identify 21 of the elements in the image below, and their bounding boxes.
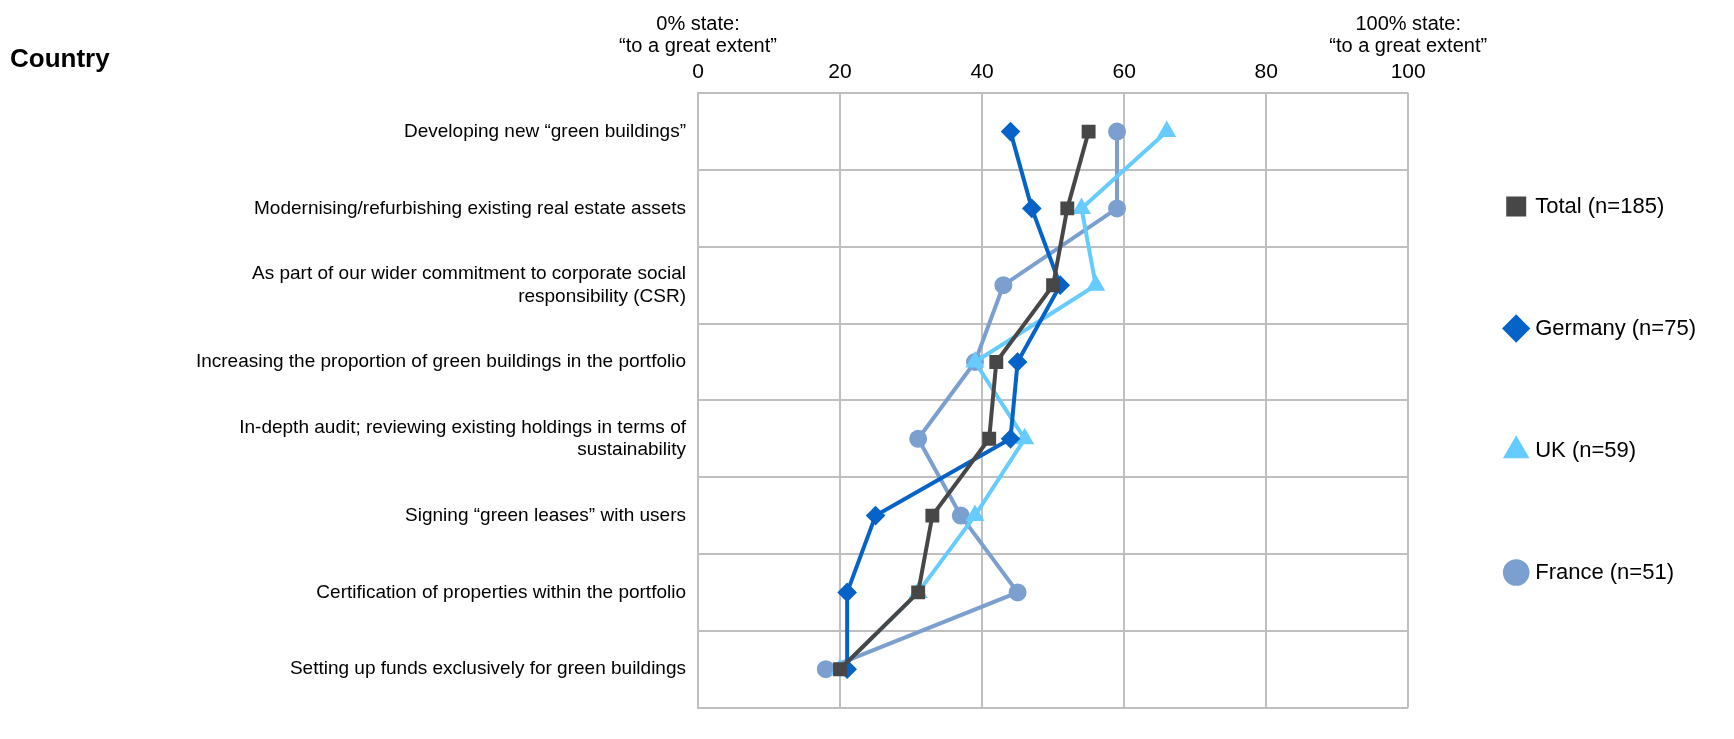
x-tick-label: 80: [1254, 59, 1278, 83]
text: Country: [10, 43, 111, 74]
text: 100% state: “to a great extent”: [1329, 12, 1488, 56]
text: 0% state: “to a great extent”: [619, 12, 777, 56]
legend-label: UK (n=59): [1535, 436, 1637, 462]
legend-label: Germany (n=75): [1535, 314, 1697, 340]
legend-label: France (n=51): [1535, 558, 1675, 584]
x-tick-label: 40: [970, 59, 994, 83]
legend-label: Total (n=185): [1535, 192, 1665, 218]
x-tick-label: 0: [692, 59, 704, 83]
y-tick-label: Increasing the proportion of green buildings in the portfolio: [195, 350, 686, 372]
y-tick-label: Setting up funds exclusively for green buildings: [289, 657, 686, 679]
x-tick-label: 20: [828, 59, 852, 83]
x-tick-label: 100: [1390, 59, 1426, 83]
y-tick-label: In-depth audit; reviewing existing holdings in terms of sustainability: [239, 415, 687, 460]
y-tick-label: As part of our wider commitment to corporate social responsibility (CSR): [251, 262, 686, 306]
y-tick-label: Modernising/refurbishing existing real estate assets: [254, 196, 686, 218]
y-tick-label: Signing “green leases” with users: [405, 503, 686, 525]
y-tick-label: Developing new “green buildings”: [403, 119, 686, 141]
y-tick-label: Certification of properties within the portfolio: [316, 580, 686, 602]
x-tick-label: 60: [1112, 59, 1136, 83]
